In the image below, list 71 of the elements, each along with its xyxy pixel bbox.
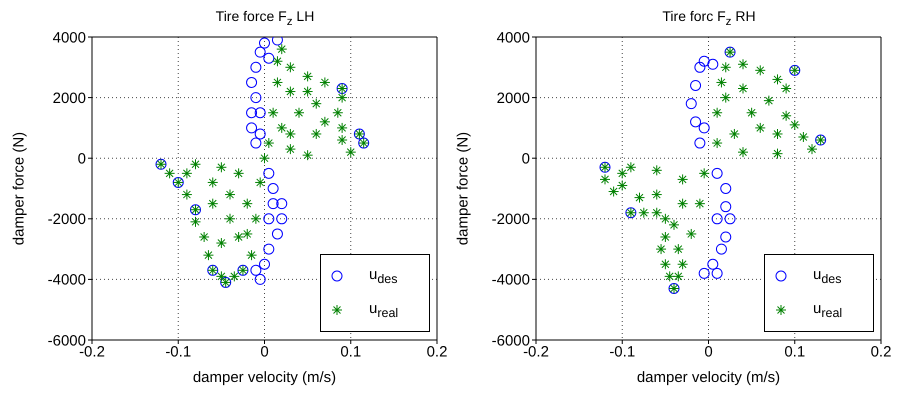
point — [254, 107, 266, 118]
point — [250, 138, 262, 149]
point — [263, 244, 274, 255]
x-tick-label: 0 — [704, 344, 713, 361]
point — [712, 168, 723, 179]
point — [686, 98, 697, 110]
point — [272, 228, 283, 240]
y-tick-label: -2000 — [48, 211, 86, 228]
point — [254, 46, 266, 58]
x-tick-label: 0.1 — [784, 344, 806, 361]
y-tick-label: 0 — [78, 150, 86, 168]
point — [698, 122, 710, 134]
y-tick-label: 2000 — [52, 90, 86, 107]
y-tick-label: -4000 — [48, 272, 86, 289]
y-tick-label: -2000 — [492, 211, 530, 228]
y-tick-label: 4000 — [52, 29, 86, 46]
point — [720, 201, 732, 212]
point — [246, 107, 258, 118]
x-tick-label: 0.2 — [426, 344, 448, 361]
x-tick-label: -0.1 — [609, 344, 636, 361]
point — [698, 268, 710, 279]
point — [724, 213, 736, 224]
x-tick-label: 0.1 — [340, 344, 362, 361]
point — [250, 62, 262, 73]
point — [263, 213, 274, 224]
y-tick-label: 2000 — [496, 90, 530, 107]
point — [690, 116, 702, 128]
point — [694, 62, 706, 73]
point — [263, 52, 274, 64]
point — [268, 183, 279, 194]
y-tick-label: 4000 — [496, 29, 530, 46]
point — [276, 213, 288, 224]
point — [707, 258, 718, 270]
point — [720, 231, 732, 242]
point — [698, 56, 710, 67]
point — [720, 183, 732, 194]
point — [694, 138, 706, 149]
point — [712, 213, 723, 224]
y-tick-label: -4000 — [492, 272, 530, 289]
point — [263, 168, 274, 179]
point — [254, 274, 266, 285]
point — [716, 244, 727, 255]
point — [246, 122, 258, 134]
point — [276, 198, 288, 210]
legend-label: u$_{real}$ — [369, 300, 398, 320]
point — [707, 58, 718, 70]
point — [268, 198, 279, 210]
y-axis-title: damper force (N) — [454, 132, 472, 246]
point — [250, 92, 262, 104]
point — [272, 37, 283, 46]
y-tick-label: -6000 — [492, 332, 530, 350]
legend-label: u$_{real}$ — [813, 300, 842, 320]
legend-label: u$_{des}$ — [813, 266, 842, 286]
x-tick-label: -0.1 — [165, 344, 192, 361]
point — [712, 268, 723, 279]
x-tick-label: 0 — [260, 344, 269, 361]
chart-title: Tire forc F$_{z}$ RH — [661, 8, 757, 30]
chart-title: Tire force F$_{z}$ LH — [214, 8, 316, 30]
legend-label: u$_{des}$ — [369, 266, 398, 286]
y-axis-title: damper force (N) — [10, 132, 28, 246]
y-tick-label: 0 — [522, 150, 530, 168]
point — [246, 76, 258, 88]
point — [250, 264, 262, 276]
y-tick-label: -6000 — [48, 332, 86, 350]
x-tick-label: 0.2 — [870, 344, 892, 361]
point — [690, 80, 702, 91]
x-axis-title: damper velocity (m/s) — [636, 369, 780, 386]
point — [254, 128, 266, 140]
x-axis-title: damper velocity (m/s) — [192, 369, 336, 386]
point — [259, 38, 270, 49]
point — [259, 258, 270, 270]
